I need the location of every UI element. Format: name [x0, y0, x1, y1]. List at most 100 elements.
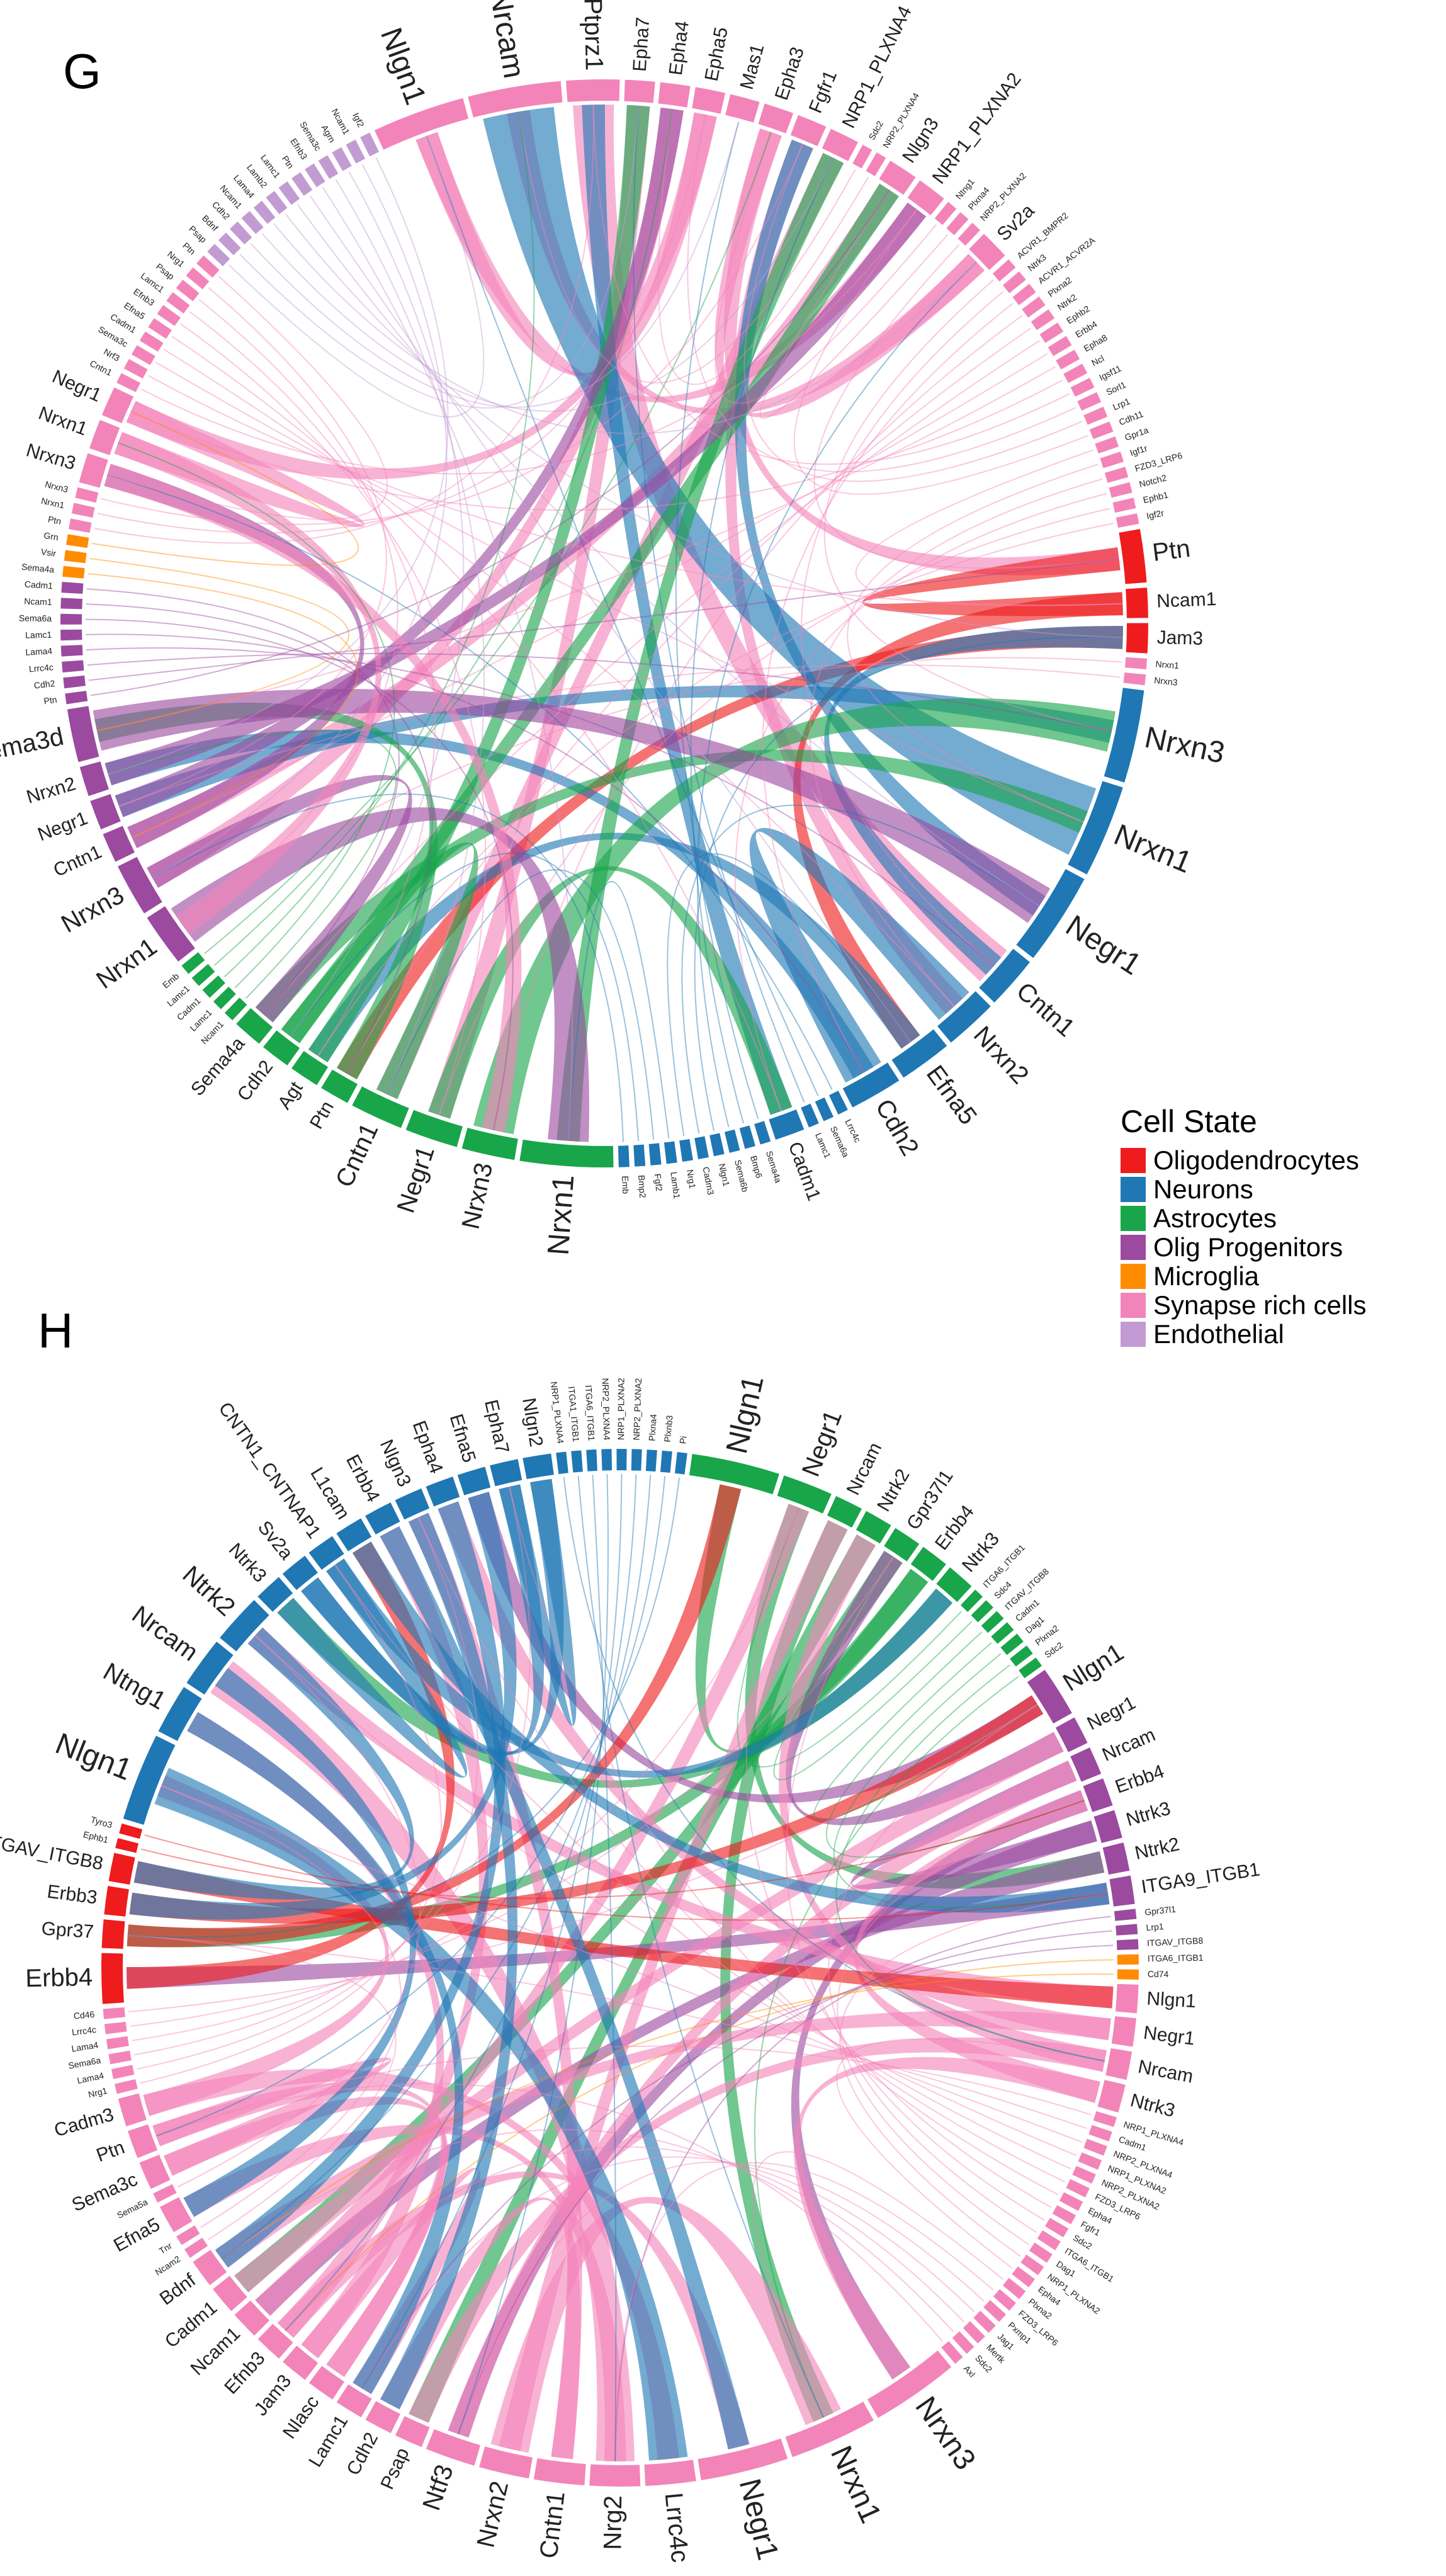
sector-arc — [60, 629, 82, 641]
chord-link — [614, 1915, 1111, 2461]
legend-item: Oligodendrocytes — [1121, 1145, 1435, 1175]
chord-link — [614, 2162, 995, 2461]
sector-arc — [123, 1735, 176, 1825]
chord-link — [213, 108, 673, 966]
sector-arc — [181, 952, 205, 974]
sector-arc — [616, 1449, 627, 1471]
sector-arc — [601, 1449, 613, 1471]
chord-link — [132, 353, 1048, 839]
sector-label: Negr1 — [1084, 1693, 1139, 1735]
sector-label: Psap — [154, 261, 176, 282]
sector-label: Lrp1 — [1146, 1921, 1164, 1932]
chord-link — [155, 1476, 666, 2137]
sector-arc — [318, 155, 339, 179]
chord-ribbon — [499, 1520, 848, 2451]
sector-arc — [1027, 1669, 1072, 1724]
sector-arc — [1083, 406, 1108, 425]
sector-label: Cdh2 — [870, 1094, 924, 1160]
sector-arc — [1055, 1717, 1088, 1752]
sector-arc — [118, 2093, 147, 2126]
chord-link — [577, 1475, 825, 2418]
sector-label: Ptn — [280, 154, 296, 170]
sector-label: Ntrk3 — [1025, 252, 1048, 273]
sector-arc — [218, 232, 241, 256]
sector-label: Fgf2 — [653, 1173, 665, 1192]
sector-arc — [936, 1567, 972, 1603]
chord-link — [759, 189, 949, 419]
sector-label: Sdc2 — [867, 119, 886, 142]
sector-arc — [1102, 1842, 1130, 1875]
sector-arc — [969, 234, 1005, 270]
sector-arc — [60, 613, 82, 625]
chord-link — [386, 869, 655, 1140]
chord-link — [148, 375, 1123, 606]
sector-label: Plxna4 — [647, 1414, 658, 1441]
sector-label: Igf1r — [1129, 443, 1149, 458]
chord-link — [334, 1564, 1071, 2170]
sector-arc — [103, 826, 135, 862]
sector-label: Negr1 — [733, 2475, 785, 2563]
chord-link — [161, 1785, 402, 2228]
sector-label: Erbb3 — [46, 1881, 99, 1908]
sector-arc — [973, 2310, 996, 2333]
chord-link — [335, 179, 485, 1095]
sector-arc — [184, 2237, 208, 2258]
chord-link — [130, 379, 1063, 511]
chord-link — [189, 311, 436, 1057]
sector-arc — [866, 152, 886, 176]
sector-arc — [1078, 2152, 1102, 2170]
sector-label: Sv2a — [254, 1517, 297, 1563]
sector-label: Ncl — [1090, 353, 1105, 368]
sector-arc — [236, 1008, 273, 1044]
chord-link — [417, 1517, 1065, 2182]
sector-arc — [283, 2346, 319, 2380]
sector-label: Tyro3 — [89, 1814, 113, 1830]
chord-link — [140, 1564, 442, 2084]
sector-label: Efna5 — [122, 300, 147, 322]
sector-label: Nlgn1 — [374, 23, 432, 109]
sector-label: Lamc1 — [25, 630, 52, 640]
sector-arc — [1089, 421, 1114, 440]
legend-swatch — [1121, 1206, 1146, 1231]
sector-arc — [176, 280, 200, 302]
chord-link — [675, 122, 759, 1120]
chord-link — [182, 657, 1122, 926]
sector-arc — [1029, 2242, 1053, 2263]
sector-arc — [1083, 1778, 1113, 1812]
sector-arc — [1002, 2278, 1026, 2300]
sector-label: Nrxn1 — [542, 1174, 581, 1256]
sector-arc — [191, 963, 215, 986]
sector-arc — [907, 180, 944, 215]
sector-arc — [176, 2225, 200, 2245]
sector-arc — [157, 305, 181, 326]
sector-label: Sorl1 — [1105, 380, 1128, 397]
sector-label: Ptn — [43, 695, 57, 706]
sector-label: Cdh11 — [1117, 409, 1144, 428]
sector-label: Cdh2 — [33, 678, 55, 691]
legend-item: Astrocytes — [1121, 1203, 1435, 1233]
chord-link — [161, 1785, 1082, 2143]
chord-link — [801, 291, 1004, 967]
sector-arc — [1116, 1939, 1139, 1950]
chord-ribbon — [133, 1627, 414, 1900]
sector-label: Negr1 — [1059, 909, 1147, 982]
chord-link — [273, 223, 978, 434]
sector-arc — [257, 1577, 293, 1612]
sector-arc — [694, 1136, 709, 1160]
sector-arc — [658, 82, 691, 108]
chord-panel-h: H Nlgn1 Negr1NrcamNtrk2Gpr37l1Erbb4Ntrk3I… — [0, 1303, 1262, 2563]
chord-link — [836, 2038, 1105, 2269]
legend-swatch — [1121, 1235, 1146, 1260]
chord-link — [297, 204, 1040, 907]
chord-link — [118, 287, 387, 807]
sector-arc — [374, 98, 469, 150]
sector-arc — [891, 1029, 947, 1078]
chord-link — [786, 1556, 1045, 2221]
sector-arc — [1002, 271, 1026, 293]
sector-arc — [490, 1459, 522, 1487]
legend-label: Astrocytes — [1153, 1203, 1277, 1233]
sector-label: Erbb4 — [25, 1963, 93, 1992]
chord-link — [134, 1486, 531, 2056]
chord-link — [667, 853, 912, 1137]
sector-arc — [1093, 1810, 1122, 1844]
